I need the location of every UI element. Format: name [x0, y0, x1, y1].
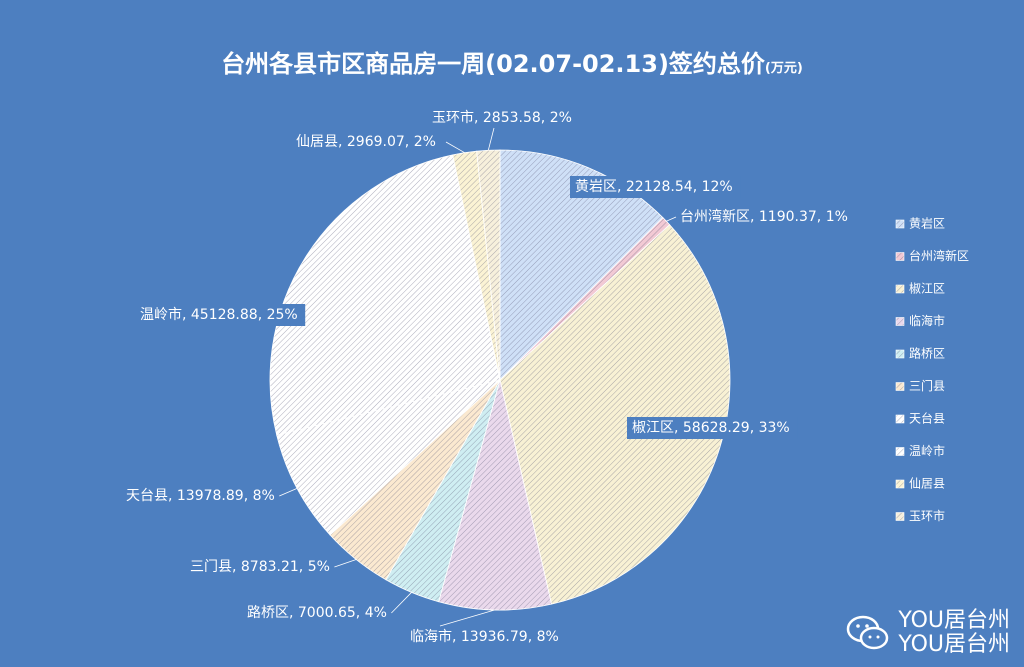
- legend-label-6: 天台县: [909, 411, 945, 426]
- svg-text:三门县, 8783.21, 5%: 三门县, 8783.21, 5%: [190, 559, 330, 575]
- data-label-2: 椒江区, 58628.29, 33%: [627, 417, 798, 439]
- legend-swatch-1: [895, 252, 905, 261]
- legend-item-0: 黄岩区: [895, 216, 945, 231]
- data-label-5: 三门县, 8783.21, 5%: [190, 559, 330, 575]
- svg-text:椒江区, 58628.29, 33%: 椒江区, 58628.29, 33%: [632, 420, 790, 436]
- leader-line-6: [279, 488, 298, 497]
- legend-label-3: 临海市: [909, 313, 945, 328]
- legend-swatch-7: [895, 447, 905, 456]
- legend-label-4: 路桥区: [909, 346, 945, 361]
- legend-swatch-8: [895, 479, 905, 489]
- legend-item-6: 天台县: [895, 411, 945, 426]
- svg-text:仙居县, 2969.07, 2%: 仙居县, 2969.07, 2%: [296, 134, 436, 150]
- legend-swatch-6: [895, 414, 905, 424]
- svg-text:玉环市, 2853.58, 2%: 玉环市, 2853.58, 2%: [432, 109, 572, 126]
- leader-line-5: [334, 559, 357, 568]
- pie-slice-2: [499, 224, 731, 605]
- leader-line-4: [391, 592, 412, 614]
- svg-text:台州湾新区, 1190.37, 1%: 台州湾新区, 1190.37, 1%: [680, 208, 848, 225]
- svg-text:温岭市, 45128.88, 25%: 温岭市, 45128.88, 25%: [140, 306, 298, 323]
- legend-label-1: 台州湾新区: [909, 248, 969, 263]
- legend-item-3: 临海市: [895, 313, 945, 328]
- data-label-1: 台州湾新区, 1190.37, 1%: [680, 208, 848, 225]
- legend-swatch-2: [895, 284, 905, 294]
- legend-item-2: 椒江区: [895, 282, 945, 296]
- data-label-8: 仙居县, 2969.07, 2%: [296, 134, 436, 150]
- legend-label-8: 仙居县: [909, 477, 945, 491]
- legend-swatch-9: [895, 512, 905, 521]
- legend-item-7: 温岭市: [895, 443, 945, 458]
- data-label-4: 路桥区, 7000.65, 4%: [247, 605, 387, 621]
- data-label-0: 黄岩区, 22128.54, 12%: [570, 176, 741, 198]
- legend-label-5: 三门县: [909, 378, 945, 393]
- legend-item-1: 台州湾新区: [895, 248, 969, 263]
- legend-item-9: 玉环市: [895, 508, 945, 523]
- data-label-9: 玉环市, 2853.58, 2%: [432, 109, 572, 126]
- leader-line-3: [439, 609, 496, 627]
- data-label-6: 天台县, 13978.89, 8%: [126, 488, 275, 504]
- svg-text:路桥区, 7000.65, 4%: 路桥区, 7000.65, 4%: [247, 605, 387, 621]
- legend-item-4: 路桥区: [895, 346, 945, 361]
- watermark: YOU居台州 YOU居台州: [846, 609, 1010, 657]
- legend-label-7: 温岭市: [909, 443, 945, 458]
- legend-swatch-4: [895, 349, 905, 359]
- chart-title: 台州各县市区商品房一周(02.07-02.13)签约总价(万元): [221, 50, 803, 78]
- pie-slice-7: [269, 154, 501, 436]
- legend-label-9: 玉环市: [909, 508, 945, 523]
- leader-line-9: [487, 127, 495, 151]
- wechat-icon: [847, 615, 889, 650]
- legend-item-8: 仙居县: [895, 477, 945, 491]
- svg-text:黄岩区, 22128.54, 12%: 黄岩区, 22128.54, 12%: [575, 178, 733, 195]
- leader-line-8: [445, 141, 465, 154]
- pie-slice-6: [276, 379, 501, 536]
- pie-slice-0: [499, 149, 664, 381]
- watermark-line-2: YOU居台州: [898, 632, 1010, 657]
- svg-text:天台县, 13978.89, 8%: 天台县, 13978.89, 8%: [126, 488, 275, 504]
- data-label-7: 温岭市, 45128.88, 25%: [135, 304, 306, 326]
- leader-line-1: [666, 216, 677, 222]
- legend-swatch-5: [895, 382, 905, 391]
- legend-swatch-0: [895, 219, 905, 229]
- svg-text:临海市, 13936.79, 8%: 临海市, 13936.79, 8%: [410, 628, 559, 645]
- legend-swatch-3: [895, 317, 905, 326]
- legend-label-2: 椒江区: [909, 282, 945, 296]
- legend-label-0: 黄岩区: [909, 216, 945, 231]
- chart-title-unit: (万元): [764, 61, 803, 76]
- data-label-3: 临海市, 13936.79, 8%: [410, 628, 559, 645]
- legend-item-5: 三门县: [895, 378, 945, 393]
- watermark-line-1: YOU居台州: [898, 608, 1010, 633]
